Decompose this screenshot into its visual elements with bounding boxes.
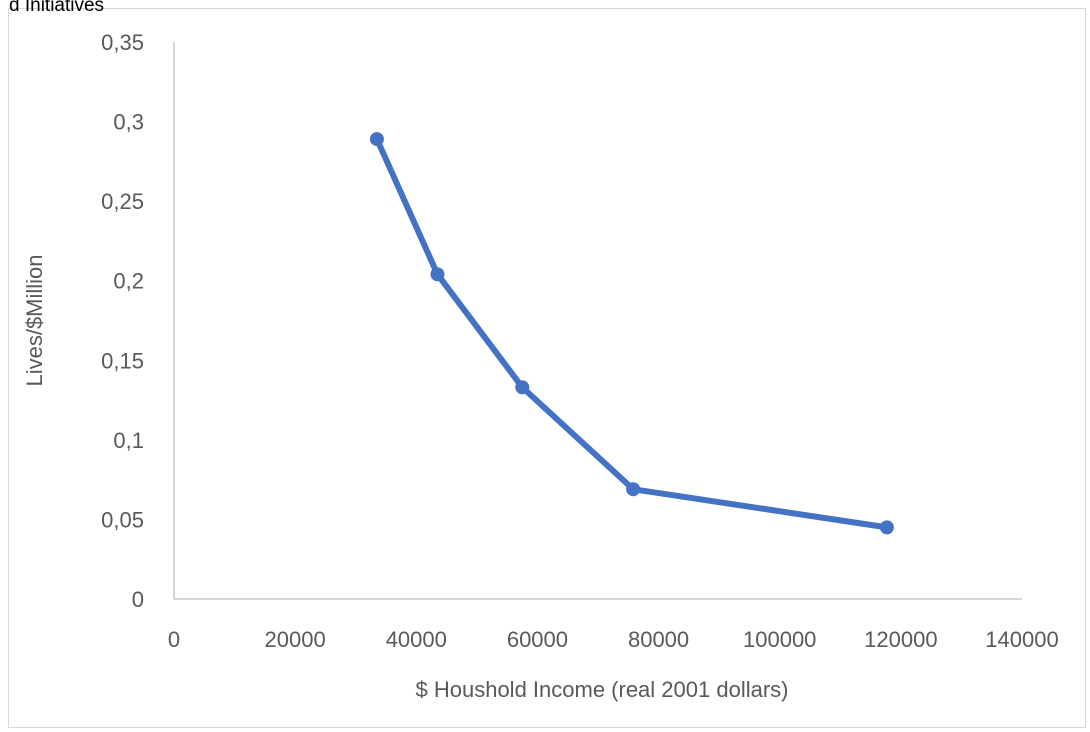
x-tick-label: 40000 xyxy=(386,627,447,652)
data-point xyxy=(515,380,530,395)
clipped-header-text: d Initiatives xyxy=(9,0,105,16)
axes xyxy=(173,42,1022,600)
y-tick-label: 0,3 xyxy=(113,110,144,135)
data-point xyxy=(626,482,641,497)
x-tick-label: 20000 xyxy=(265,627,326,652)
x-axis-title: $ Houshold Income (real 2001 dollars) xyxy=(416,677,789,702)
y-tick-label: 0,25 xyxy=(101,189,144,214)
data-point xyxy=(879,520,894,535)
data-point xyxy=(430,267,445,282)
series-layer xyxy=(369,132,894,535)
tick-labels: 0 0,05 0,1 0,15 0,2 0,25 0,3 0,35 0 20000 40000 600… xyxy=(101,30,1059,652)
y-tick-label: 0,2 xyxy=(113,269,144,294)
y-tick-label: 0 xyxy=(132,587,144,612)
y-axis-title: Lives/$Million xyxy=(22,254,47,386)
chart-area: d Initiatives xyxy=(8,0,1086,728)
y-tick-label: 0,1 xyxy=(113,428,144,453)
x-tick-label: 100000 xyxy=(743,627,816,652)
y-tick-label: 0,15 xyxy=(101,348,144,373)
x-tick-label: 140000 xyxy=(985,627,1058,652)
series-line xyxy=(373,136,890,531)
x-tick-label: 80000 xyxy=(628,627,689,652)
x-tick-label: 60000 xyxy=(507,627,568,652)
data-point xyxy=(369,132,384,147)
x-tick-label: 120000 xyxy=(864,627,937,652)
y-tick-label: 0,05 xyxy=(101,507,144,532)
x-tick-label: 0 xyxy=(168,627,180,652)
y-tick-label: 0,35 xyxy=(101,30,144,55)
